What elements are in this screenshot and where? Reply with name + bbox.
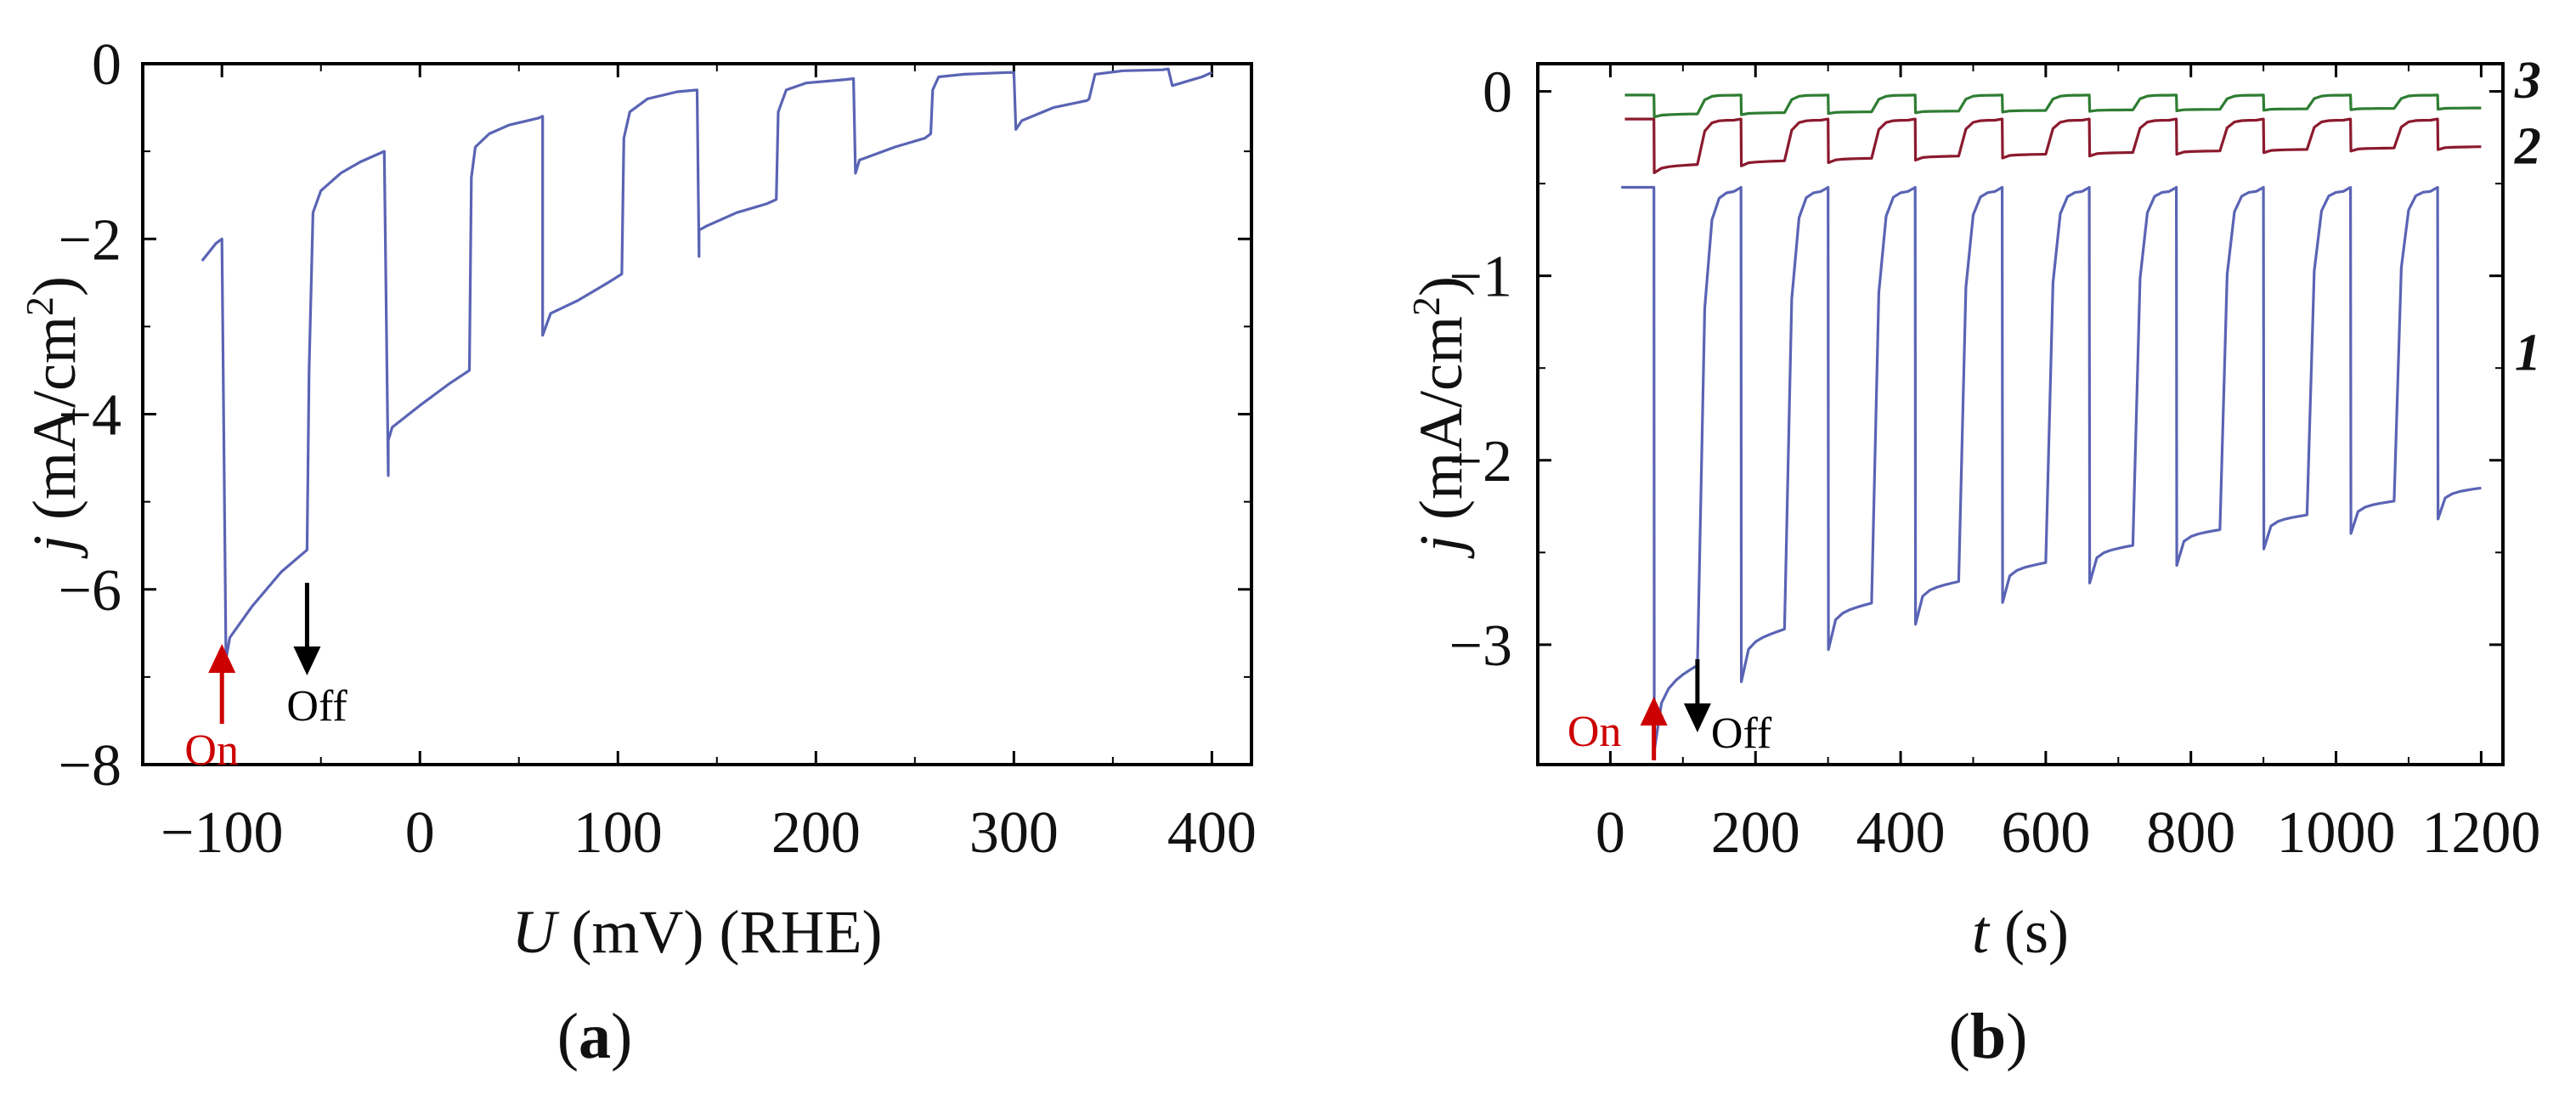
x-tick-label: 200 (771, 800, 861, 866)
y-tick-label: 0 (92, 32, 121, 98)
x-tick-label: 0 (405, 800, 435, 866)
x-tick-label: −100 (161, 800, 283, 866)
panel-label: (a) (557, 1001, 633, 1072)
series-line-photocurrent (201, 67, 1213, 661)
y-axis-label-var: j (1407, 535, 1475, 559)
x-tick-label: 1200 (2421, 800, 2540, 866)
y-axis-label-rest: (mA/cm (1407, 316, 1475, 535)
y-tick-label: −8 (59, 733, 121, 799)
annotation-arrow-head (208, 644, 236, 673)
y-tick-label: −2 (59, 207, 121, 273)
panel-a: −100 0 100 200 300 400 −8 −6 −4 −2 0 U (mV) (RHE) j … (18, 32, 1257, 1072)
y-axis-label: j (mA/cm2) (18, 276, 88, 559)
panel-label-letter: a (579, 1001, 611, 1072)
y-tick-label: −1 (1449, 245, 1512, 310)
y-axis-label-close: ) (20, 276, 88, 296)
y-tick-label: −3 (1449, 613, 1512, 679)
y-tick-label: 0 (1483, 60, 1512, 126)
x-tick-label: 300 (969, 800, 1059, 866)
x-axis-label-var: U (512, 898, 560, 966)
series-label-3: 3 (2514, 52, 2541, 110)
series-line-3 (1624, 93, 2482, 119)
panel-label: (b) (1949, 1001, 2028, 1072)
x-axis-label: t (s) (1972, 898, 2069, 966)
panel-label-open: ( (557, 1001, 579, 1072)
plot-frame (1536, 62, 2505, 766)
y-tick-label: −2 (1449, 429, 1512, 494)
y-tick-label: −6 (59, 558, 121, 624)
x-tick-label: 100 (573, 800, 663, 866)
x-axis-label: U (mV) (RHE) (512, 898, 883, 966)
x-tick-label: 800 (2146, 800, 2235, 866)
panel-label-letter: b (1970, 1001, 2006, 1072)
series-label-2: 2 (2514, 118, 2541, 176)
panel-label-open: ( (1949, 1001, 1970, 1072)
annotation-arrow-head (1683, 703, 1711, 732)
y-axis-label-sup: 2 (18, 296, 61, 316)
x-tick-label: 400 (1856, 800, 1946, 866)
annotation-arrow-head (1640, 697, 1668, 726)
y-axis-label-var: j (20, 535, 88, 559)
x-axis-label-var: t (1972, 898, 1991, 966)
y-tick-label: −4 (59, 383, 121, 449)
x-axis-label-rest: (s) (1989, 898, 2069, 966)
annotation-off-label: Off (286, 682, 347, 731)
series-line-2 (1624, 117, 2482, 174)
panel-b: 0 200 400 600 800 1000 1200 −3 −2 −1 0 t (s) j (mA/c… (1404, 52, 2541, 1072)
x-tick-label: 600 (2001, 800, 2090, 866)
panel-label-close: ) (611, 1001, 632, 1072)
x-tick-label: 0 (1596, 800, 1625, 866)
annotation-on-label: On (1568, 708, 1622, 756)
annotation-arrow-head (293, 647, 321, 675)
y-axis-label-rest: (mA/cm (20, 316, 88, 535)
x-axis-label-rest: (mV) (RHE) (556, 898, 883, 966)
y-axis-label-sup: 2 (1404, 296, 1448, 316)
x-tick-label: 1000 (2277, 800, 2396, 866)
x-tick-label: 200 (1711, 800, 1800, 866)
panel-label-close: ) (2006, 1001, 2027, 1072)
x-tick-label: 400 (1167, 800, 1257, 866)
y-axis-label-close: ) (1407, 276, 1475, 296)
y-axis-label: j (mA/cm2) (1404, 276, 1475, 559)
series-line-1 (1621, 185, 2482, 753)
annotation-on-label: On (184, 726, 239, 775)
annotation-off-label: Off (1711, 709, 1772, 758)
series-label-1: 1 (2515, 325, 2541, 382)
